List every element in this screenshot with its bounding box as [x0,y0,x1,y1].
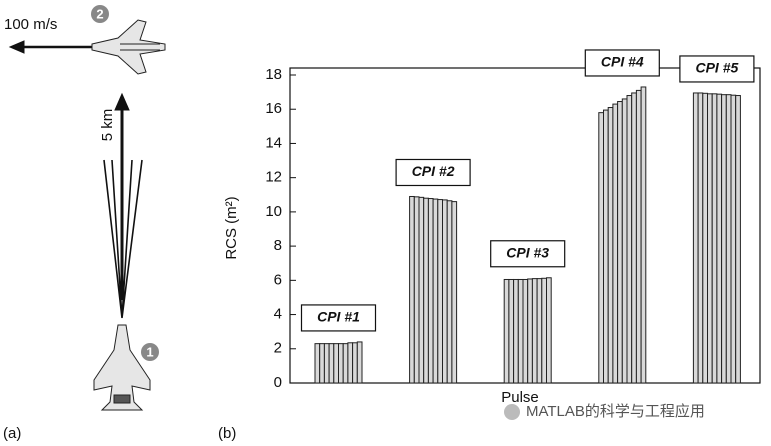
bar [522,278,529,384]
cpi-box [679,55,755,83]
arrow-head [8,40,25,54]
bar [621,98,628,384]
bar [347,342,354,384]
y-tick-label: 2 [274,340,282,357]
y-tick-label: 4 [274,306,282,323]
bar [508,278,515,384]
watermark: MATLAB的科学与工程应用 [526,402,705,420]
bar [513,278,519,384]
bar [517,278,524,384]
cpi-label: CPI #1 [317,309,360,325]
y-tick-label: 8 [274,237,282,254]
marker-circle [141,343,159,361]
bar [735,95,741,384]
diagram [8,5,166,411]
arrow-head [114,92,130,111]
bar [612,103,619,384]
cpi-label: CPI #5 [695,60,738,76]
marker-circle [91,5,109,23]
y-tick-label: 16 [265,100,282,117]
jet-1 [93,324,151,411]
y-tick-label: 10 [265,203,282,220]
bar [356,341,363,384]
cpi-label: CPI #2 [412,163,455,179]
bar [418,196,425,384]
y-tick-label: 0 [274,374,282,391]
bar [333,343,339,384]
bar [503,278,510,384]
bar [716,93,723,384]
bar [323,343,330,384]
bar [423,197,429,384]
bar [409,195,415,384]
bar [413,196,420,384]
bar [531,278,538,384]
bar [635,89,642,384]
bar [711,93,718,384]
bar [342,343,349,384]
bar [607,107,614,384]
marker-label: 2 [96,6,103,21]
bar [546,277,552,384]
y-axis-label: RCS (m²) [223,196,240,259]
bar [598,112,604,384]
bar [730,94,737,384]
watermark-icon [504,404,520,420]
beam [103,159,143,319]
y-tick-label: 6 [274,271,282,288]
panel-label: (b) [218,425,236,442]
bar [541,277,547,384]
bar [432,198,439,384]
bar [536,278,543,384]
bar [352,342,358,384]
bar [631,92,637,384]
cpi-label: CPI #3 [506,244,549,260]
bar [640,86,647,384]
bar [603,109,609,384]
bar [617,101,623,384]
bar [721,94,727,384]
cpi-label: CPI #4 [601,54,644,70]
bar [626,95,633,384]
y-tick-label: 14 [265,134,282,151]
cpi-box [395,158,471,187]
bar [328,343,335,384]
y-tick-label: 18 [265,66,282,83]
bar [314,343,321,384]
distance-label: 5 km [99,109,116,142]
bar [451,201,458,384]
cpi-box [300,304,377,332]
marker-label: 1 [146,344,153,359]
cpi-box [584,49,660,77]
bar [319,343,325,384]
cpi-box [490,240,566,268]
bar [527,278,533,384]
bar [707,93,713,384]
speed-label: 100 m/s [4,16,57,33]
panel-label: (a) [3,425,21,442]
bar [692,92,699,384]
bar [442,199,448,384]
bar [725,94,732,384]
bar [437,199,443,384]
jet-2 [91,19,166,75]
bar [446,200,453,384]
bar [338,343,344,384]
bar [427,198,434,384]
x-axis-label: Pulse [501,389,539,406]
y-tick-label: 12 [265,169,282,186]
bar [702,92,708,384]
bar [697,92,704,384]
